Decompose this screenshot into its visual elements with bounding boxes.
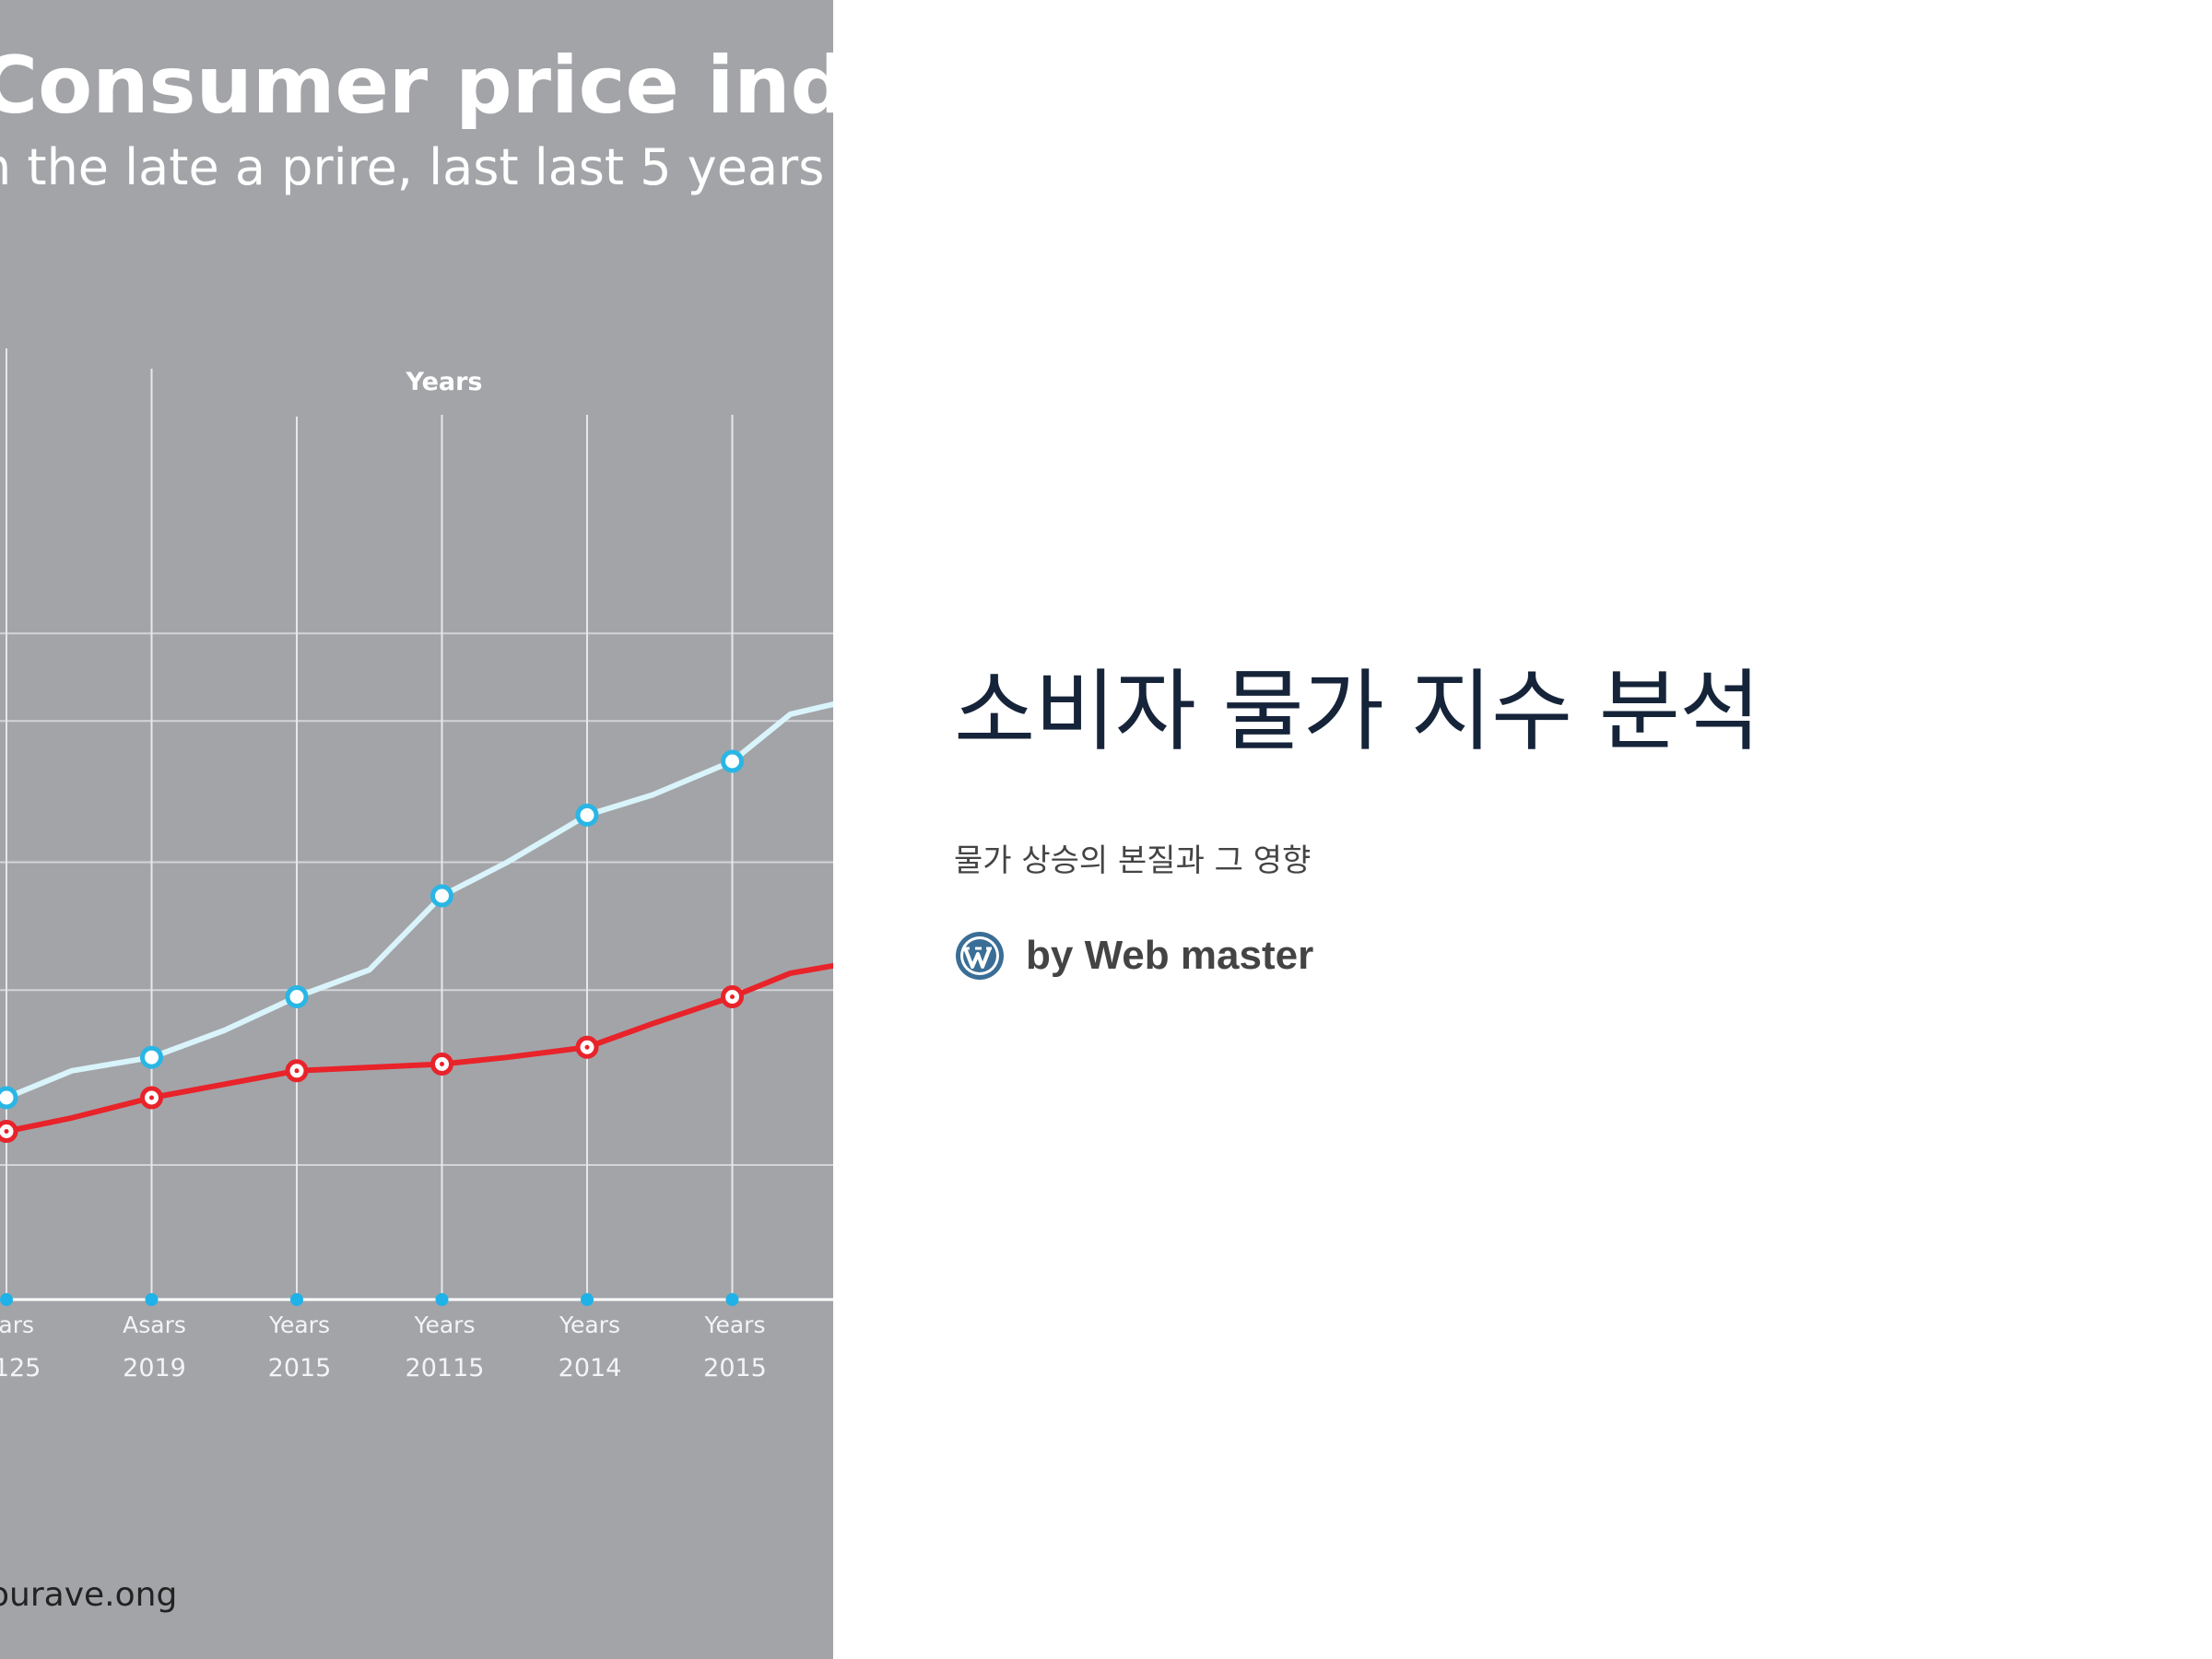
x-tick-dot [725,1293,739,1306]
x-tick-label-bottom: 0125 [0,1354,41,1382]
x-tick-label-top: Years [268,1312,330,1338]
chart-title: Consumer price inde [0,40,833,132]
post-subtitle: 물가 상승의 본질과 그 영향 [954,842,1312,879]
image-footer-url: ourave.ong [0,1576,177,1614]
x-tick-label-top: Years [559,1312,620,1338]
data-point-marker [721,749,744,773]
x-tick-dot [0,1293,13,1306]
x-tick-dot [290,1293,303,1306]
data-point-center [149,1095,154,1100]
data-point-center [4,1129,9,1134]
data-point-marker [285,985,309,1008]
data-point-marker [0,1086,18,1110]
cpi-line-chart: ears 0125 Asars 2019 Years 2015 Years 20115 Year… [0,40,833,1614]
x-tick-label-bottom: 2014 [559,1354,622,1382]
wordpress-icon [956,932,1004,980]
chart-grid [0,348,833,1301]
author-byline[interactable]: by Web master [954,929,1313,982]
x-tick-dot [145,1293,159,1306]
data-point-marker [140,1045,163,1069]
x-tick-label-bottom: 2019 [123,1354,186,1382]
x-tick-label-top: ears [0,1312,34,1338]
post-title: 소비자 물가 지수 분석 [954,660,1760,763]
chart-subtitle: n the late a prire, last last 5 years [0,138,824,196]
data-point-marker [575,803,599,827]
chart-ticks: ears 0125 Asars 2019 Years 2015 Years 20115 Year… [0,1293,767,1382]
x-tick-label-top: Years [704,1312,766,1338]
x-tick-label-bottom: 20115 [406,1354,485,1382]
data-point-center [730,994,735,999]
x-tick-dot [435,1293,449,1306]
data-point-marker [430,884,453,908]
data-point-center [440,1062,444,1066]
author-name[interactable]: by Web master [1026,933,1314,978]
x-tick-label-bottom: 2015 [703,1354,767,1382]
x-tick-label-bottom: 2015 [268,1354,332,1382]
series-line-1 [4,701,833,1100]
x-tick-label-top: Years [414,1312,476,1338]
series-line-2 [4,962,833,1135]
x-axis-label: Years [406,368,483,396]
hero-image: ears 0125 Asars 2019 Years 2015 Years 20115 Year… [0,0,833,1659]
chart-series [0,701,833,1143]
data-point-center [584,1044,590,1050]
data-point-center [294,1068,300,1074]
x-tick-label-top: Asars [123,1312,186,1338]
x-tick-dot [581,1293,594,1306]
